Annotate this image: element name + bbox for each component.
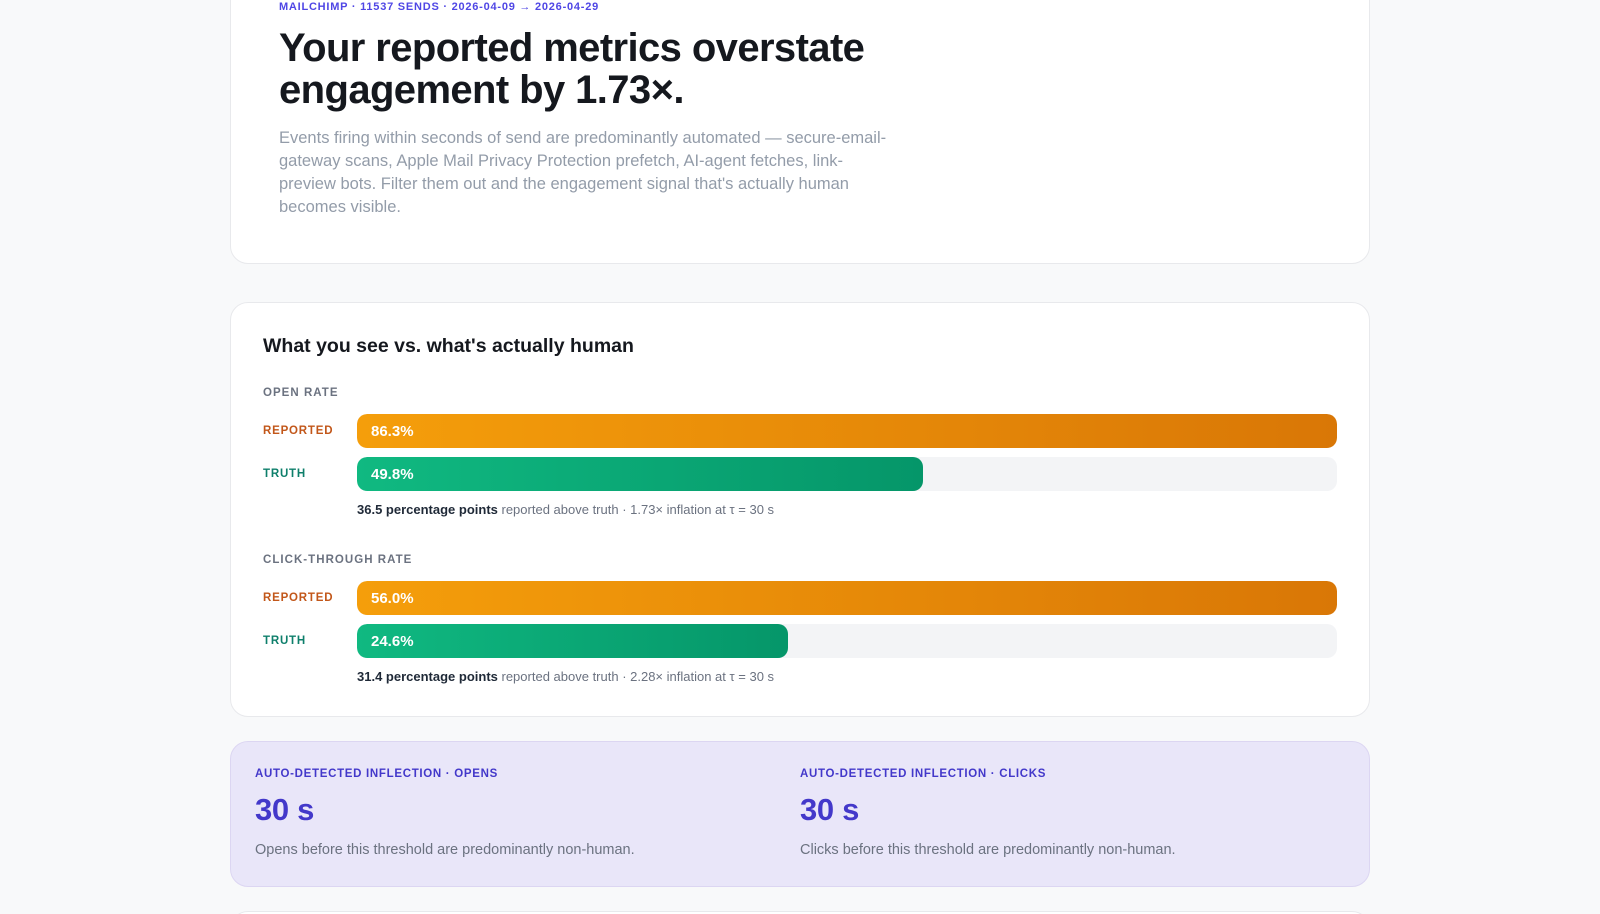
open-rate-delta: 36.5 percentage points [357, 502, 498, 517]
ctr-reported-bar: 56.0% [357, 581, 1337, 615]
open-rate-reported-bar: 86.3% [357, 414, 1337, 448]
ctr-caption: 31.4 percentage points reported above tr… [357, 669, 1337, 684]
open-rate-truth-row: TRUTH 49.8% [263, 457, 1337, 491]
inflection-clicks-column: AUTO-DETECTED INFLECTION · CLICKS 30 s C… [800, 768, 1345, 858]
inflection-panel: AUTO-DETECTED INFLECTION · OPENS 30 s Op… [230, 741, 1370, 887]
comparison-card: What you see vs. what's actually human O… [230, 302, 1370, 717]
truth-row-label: TRUTH [263, 468, 306, 480]
ctr-reported-value: 56.0% [371, 589, 414, 607]
reported-row-label: REPORTED [263, 425, 334, 437]
inflection-clicks-label: AUTO-DETECTED INFLECTION · CLICKS [800, 768, 1047, 780]
inflection-opens-label: AUTO-DETECTED INFLECTION · OPENS [255, 768, 498, 780]
open-rate-section-label: OPEN RATE [263, 387, 339, 399]
open-rate-caption-rest: reported above truth · 1.73× inflation a… [497, 502, 775, 517]
comparison-title: What you see vs. what's actually human [263, 335, 634, 357]
inflection-clicks-value: 30 s [800, 792, 860, 827]
ctr-reported-track: 56.0% [357, 581, 1337, 615]
ctr-truth-track: 24.6% [357, 624, 1337, 658]
page-title: Your reported metrics overstate engageme… [279, 26, 865, 112]
inflection-opens-value: 30 s [255, 792, 315, 827]
open-rate-reported-value: 86.3% [371, 422, 414, 440]
reported-row-label: REPORTED [263, 592, 334, 604]
open-rate-truth-track: 49.8% [357, 457, 1337, 491]
ctr-reported-row: REPORTED 56.0% [263, 581, 1337, 615]
inflection-clicks-description: Clicks before this threshold are predomi… [800, 842, 1176, 858]
report-breadcrumb: MAILCHIMP · 11537 SENDS · 2026-04-09 → 2… [279, 1, 599, 13]
truth-row-label: TRUTH [263, 635, 306, 647]
open-rate-truth-value: 49.8% [371, 465, 414, 483]
ctr-delta: 31.4 percentage points [357, 669, 498, 684]
open-rate-reported-row: REPORTED 86.3% [263, 414, 1337, 448]
open-rate-truth-bar: 49.8% [357, 457, 923, 491]
open-rate-caption: 36.5 percentage points reported above tr… [357, 502, 1337, 517]
ctr-caption-rest: reported above truth · 2.28× inflation a… [497, 669, 775, 684]
hero-description: Events firing within seconds of send are… [279, 129, 887, 216]
ctr-section-label: CLICK-THROUGH RATE [263, 554, 413, 566]
ctr-truth-row: TRUTH 24.6% [263, 624, 1337, 658]
inflection-opens-column: AUTO-DETECTED INFLECTION · OPENS 30 s Op… [255, 768, 800, 858]
ctr-truth-bar: 24.6% [357, 624, 788, 658]
open-rate-reported-track: 86.3% [357, 414, 1337, 448]
page-container: MAILCHIMP · 11537 SENDS · 2026-04-09 → 2… [230, 0, 1370, 914]
hero-card: MAILCHIMP · 11537 SENDS · 2026-04-09 → 2… [230, 0, 1370, 264]
ctr-truth-value: 24.6% [371, 632, 414, 650]
inflection-opens-description: Opens before this threshold are predomin… [255, 842, 635, 858]
